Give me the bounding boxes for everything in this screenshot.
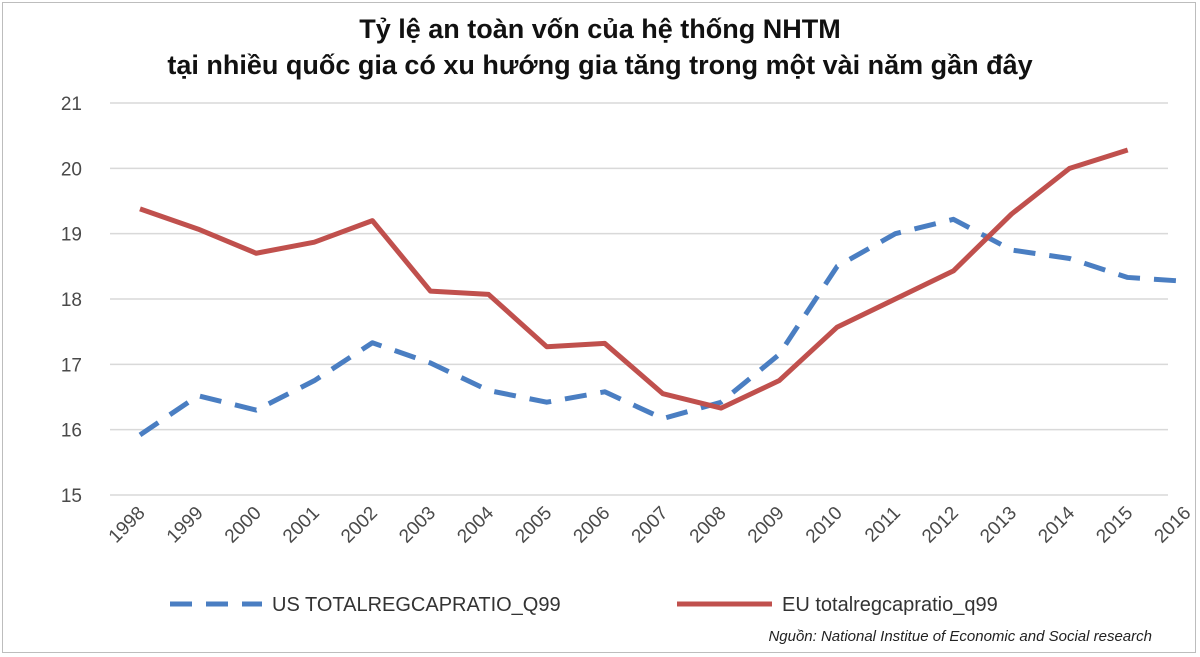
chart-title-line-1: Tỷ lệ an toàn vốn của hệ thống NHTM: [359, 14, 841, 44]
x-tick-label: 2004: [453, 502, 498, 547]
y-tick-label: 17: [61, 355, 82, 376]
x-tick-label: 1999: [163, 503, 208, 548]
x-tick-label: 2008: [686, 503, 731, 548]
x-tick-label: 2001: [279, 503, 324, 548]
gridlines: [110, 102, 1168, 496]
x-tick-label: 2014: [1034, 502, 1079, 547]
y-tick-label: 18: [61, 290, 82, 311]
chart-title-line-2: tại nhiều quốc gia có xu hướng gia tăng …: [167, 50, 1033, 80]
y-axis-tick-labels: 15 16 17 18 19 20 21: [61, 94, 82, 507]
x-tick-label: 2012: [918, 503, 963, 548]
series-line-us: [138, 216, 1186, 437]
x-tick-label: 2015: [1092, 503, 1137, 548]
x-tick-label: 2007: [628, 503, 673, 548]
x-tick-label: 2003: [395, 503, 440, 548]
x-axis-tick-labels: 1998 1999 2000 2001 2002 2003 2004 2005 2006 2007…: [105, 502, 1196, 547]
series-lines: [138, 147, 1186, 437]
y-tick-label: 19: [61, 225, 82, 246]
x-tick-label: 2005: [511, 503, 556, 548]
x-tick-label: 2002: [337, 503, 382, 548]
series-line-eu: [139, 147, 1129, 411]
x-tick-label: 2000: [221, 503, 266, 548]
x-tick-label: 1998: [105, 503, 150, 548]
y-tick-label: 16: [61, 421, 82, 442]
y-tick-label: 20: [61, 159, 82, 180]
x-tick-label: 2011: [861, 503, 905, 547]
y-tick-label: 15: [61, 486, 82, 507]
source-note: Nguồn: National Institue of Economic and…: [768, 628, 1152, 645]
x-tick-label: 2016: [1151, 503, 1196, 548]
legend-eu-label: EU totalregcapratio_q99: [782, 594, 998, 616]
x-tick-label: 2009: [744, 503, 789, 548]
x-tick-label: 2010: [802, 503, 847, 548]
legend: US TOTALREGCAPRATIO_Q99 EU totalregcapra…: [170, 594, 998, 616]
x-tick-label: 2013: [976, 503, 1021, 548]
x-tick-label: 2006: [570, 503, 615, 548]
y-tick-label: 21: [61, 94, 82, 115]
legend-us-label: US TOTALREGCAPRATIO_Q99: [272, 594, 561, 616]
